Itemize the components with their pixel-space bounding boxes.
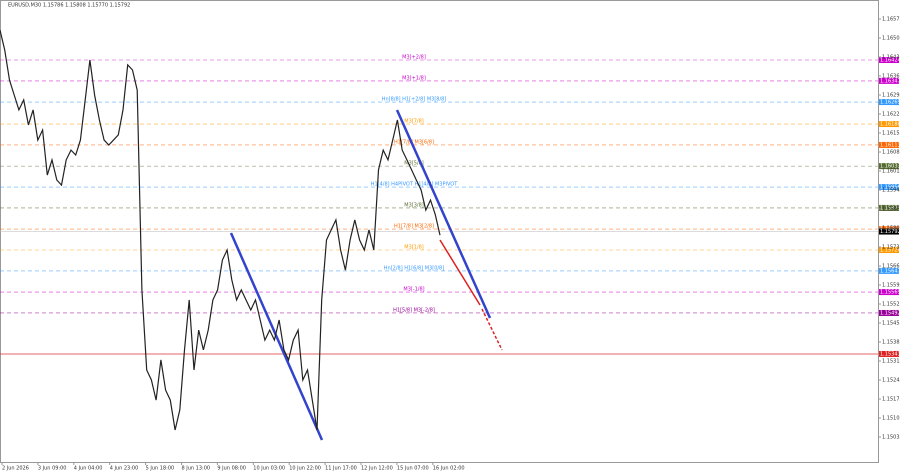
price-box-label: 1.15792 (880, 229, 900, 235)
price-box (879, 350, 899, 357)
y-tick-label: 1.15105 (882, 416, 900, 422)
price-box-label: 1.15724 (880, 248, 900, 254)
price-box-label: 1.16269 (880, 100, 900, 106)
price-box (879, 309, 899, 316)
y-tick-label: 1.15945 (882, 188, 900, 194)
x-tick-label: 9 Jun 08:00 (217, 466, 246, 472)
price-box (879, 204, 899, 211)
y-tick-label: 1.16015 (882, 169, 900, 175)
level-label: M3[7/8] (404, 119, 423, 125)
price-box-label: 1.15569 (880, 290, 900, 296)
y-tick-label: 1.16085 (882, 150, 900, 156)
price-box-label: 1.15492 (880, 310, 900, 316)
x-tick-label: 4 Jun 23:00 (110, 466, 139, 472)
price-box (879, 141, 899, 148)
y-tick-label: 1.16295 (882, 93, 900, 99)
price-box-label: 1.16188 (880, 122, 900, 128)
level-label: Hn[8/8] H1[+2/8] M3[8/8] (382, 97, 447, 103)
chart-title: EURUSD,M30 1.15786 1.15808 1.15770 1.157… (8, 3, 130, 9)
price-box (879, 56, 899, 63)
level-label: M3[1/8] (404, 245, 423, 251)
y-tick-label: 1.16365 (882, 74, 900, 80)
x-tick-label: 15 Jun 07:00 (397, 466, 429, 472)
x-tick-label: 10 Jun 22:00 (289, 466, 321, 472)
y-tick-label: 1.15735 (882, 245, 900, 251)
x-tick-label: 3 Jun 09:00 (38, 466, 67, 472)
forecast-arrow (439, 239, 481, 306)
level-label: Hn[2/8] H1[6/8] M3[0/8] (384, 265, 444, 271)
x-tick-label: 11 Jun 17:00 (325, 466, 357, 472)
y-tick-label: 1.15455 (882, 321, 900, 327)
price-box (879, 267, 899, 274)
level-label: H1[7/8] M3[6/8] (394, 139, 434, 145)
forecast-arrow-dashed (481, 308, 503, 351)
level-label: M3[5/8] (404, 161, 423, 167)
level-label: M3[+2/8] (402, 54, 426, 60)
price-box-label: 1.16111 (880, 142, 900, 148)
price-box (879, 163, 899, 170)
price-box (879, 247, 899, 254)
price-box-label: 1.16033 (880, 164, 900, 170)
y-tick-label: 1.15665 (882, 264, 900, 270)
y-tick-label: 1.15315 (882, 359, 900, 365)
price-box (879, 99, 899, 106)
y-tick-label: 1.15805 (882, 226, 900, 232)
price-box-label: 1.16424 (880, 57, 900, 63)
y-tick-label: 1.15875 (882, 207, 900, 213)
x-tick-label: 5 Jun 18:00 (146, 466, 175, 472)
y-tick-label: 1.16575 (882, 17, 900, 23)
price-box-label: 1.16347 (880, 78, 900, 84)
x-tick-label: 8 Jun 13:00 (182, 466, 211, 472)
y-tick-label: 1.16435 (882, 55, 900, 61)
y-tick-label: 1.15035 (882, 435, 900, 441)
price-box-label: 1.15879 (880, 205, 900, 211)
level-label: M3[+1/8] (402, 75, 426, 81)
level-label: H1[7/8] M3[2/8] (394, 224, 434, 230)
y-tick-label: 1.16505 (882, 36, 900, 42)
price-box (879, 184, 899, 191)
price-box (879, 77, 899, 84)
x-tick-label: 16 Jun 02:00 (433, 466, 465, 472)
level-label: H1[5/8] M3[-2/8] (393, 307, 435, 313)
x-tick-label: 2 Jun 2026 (2, 466, 29, 472)
y-tick-label: 1.15245 (882, 378, 900, 384)
y-tick-label: 1.15385 (882, 340, 900, 346)
price-box-label: 1.15647 (880, 268, 900, 274)
y-tick-label: 1.15175 (882, 397, 900, 403)
price-box (879, 289, 899, 296)
price-box (879, 228, 899, 235)
price-box-label: 1.15956 (880, 185, 900, 191)
y-tick-label: 1.16155 (882, 131, 900, 137)
trend-line (395, 109, 492, 319)
x-tick-label: 4 Jun 04:00 (74, 466, 103, 472)
x-tick-label: 10 Jun 03:00 (253, 466, 285, 472)
trend-line (229, 232, 324, 441)
level-label: M3[-1/8] (403, 287, 424, 293)
level-label: H1[4/8] H4PIVOT H1[4/8] M3PIVOT (371, 182, 459, 188)
price-box-label: 1.15341 (880, 351, 900, 357)
x-tick-label: 12 Jun 12:00 (361, 466, 393, 472)
level-label: M3[3/8] (404, 202, 423, 208)
price-line (0, 29, 441, 431)
price-box (879, 121, 899, 128)
y-tick-label: 1.15525 (882, 302, 900, 308)
y-tick-label: 1.15595 (882, 283, 900, 289)
y-tick-label: 1.16225 (882, 112, 900, 118)
